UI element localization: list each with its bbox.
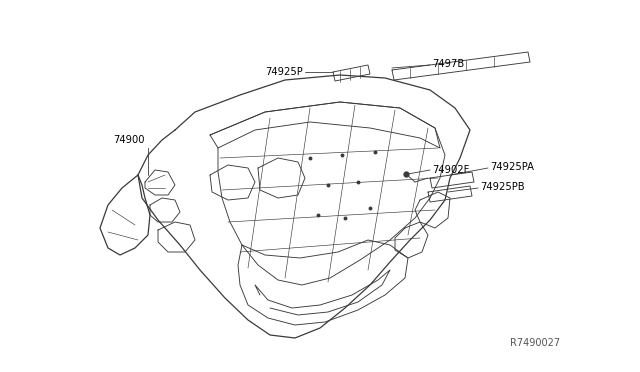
Text: 7497B: 7497B bbox=[432, 59, 464, 69]
Text: R7490027: R7490027 bbox=[510, 338, 560, 348]
Text: 74925PB: 74925PB bbox=[480, 182, 525, 192]
Text: 74925P: 74925P bbox=[265, 67, 303, 77]
Text: 74925PA: 74925PA bbox=[490, 162, 534, 172]
Text: 74900: 74900 bbox=[113, 135, 145, 145]
Text: 74902F: 74902F bbox=[432, 165, 469, 175]
